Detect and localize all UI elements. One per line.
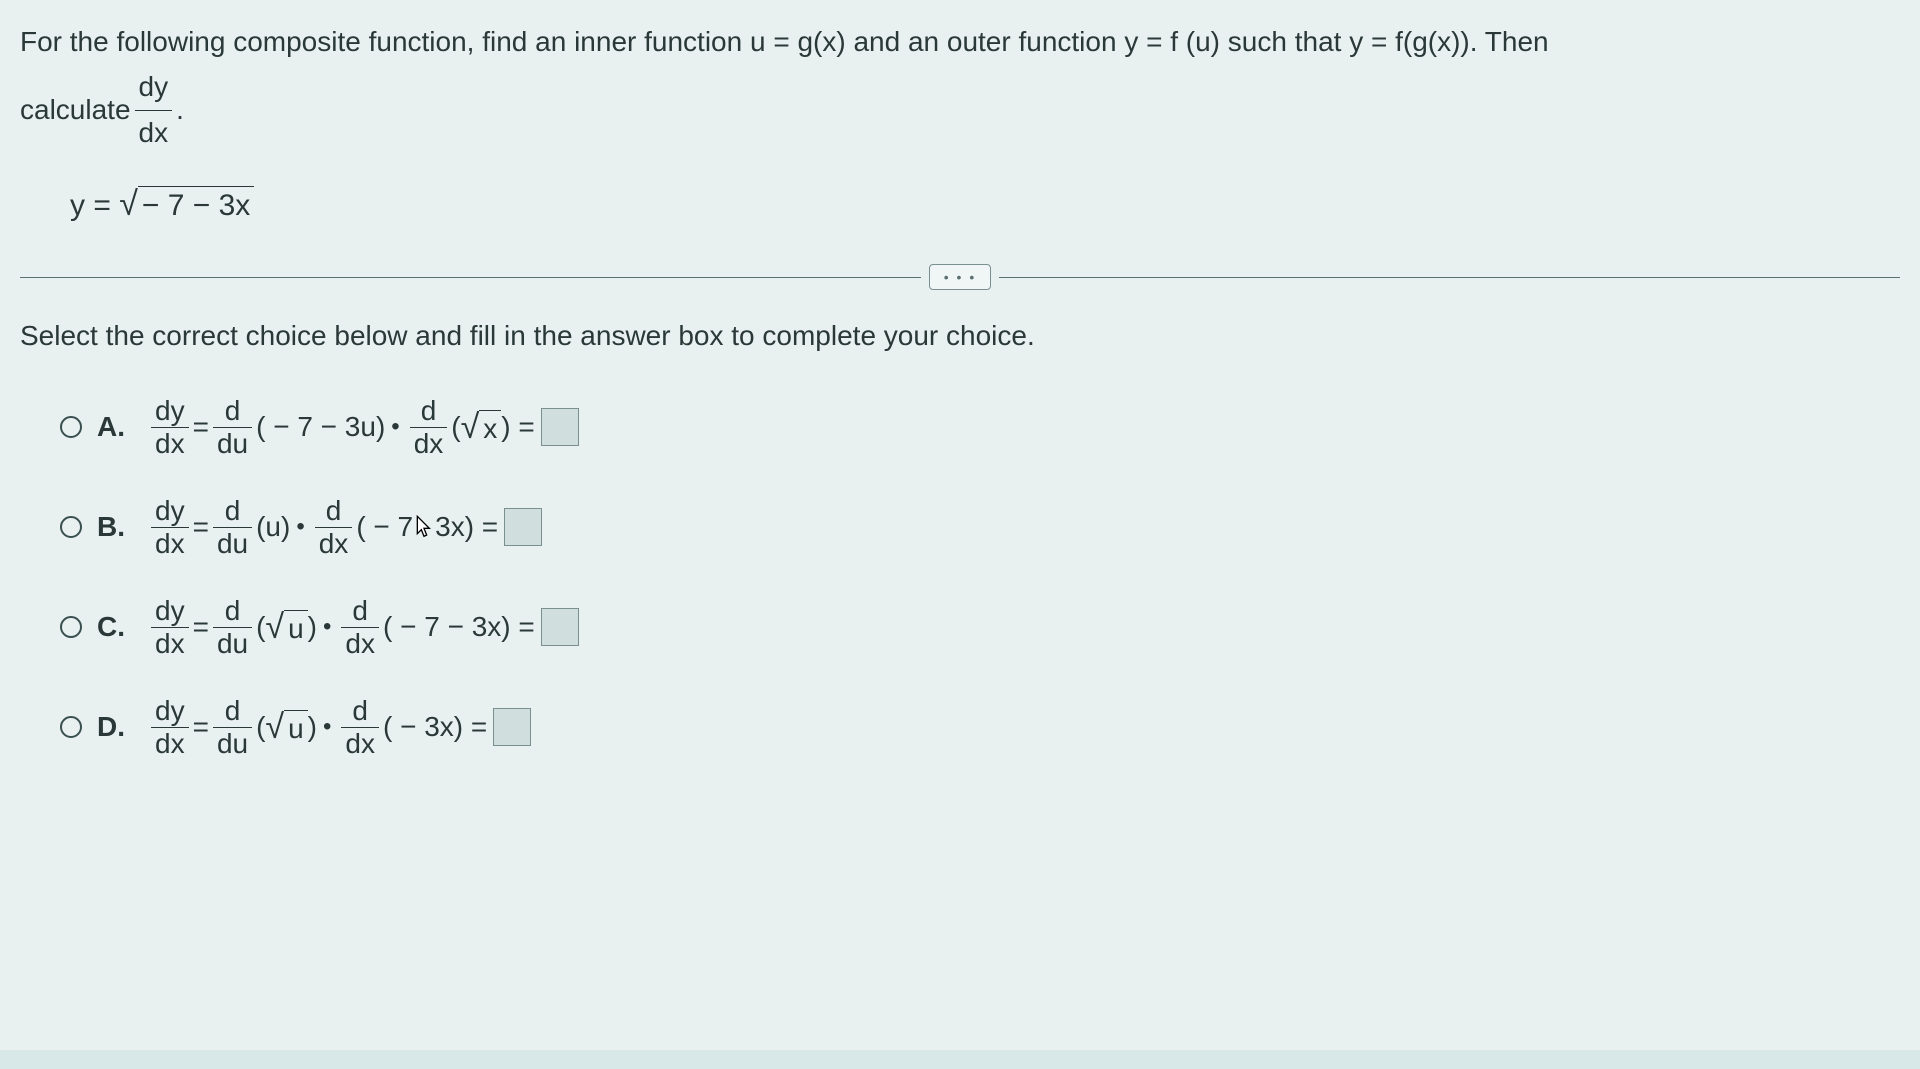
frac-b2: d du <box>213 495 252 560</box>
choice-c-math: dy dx = d du (√u ) • d dx ( − 7 − 3x) = <box>147 595 579 660</box>
given-equation: y = √− 7 − 3x <box>70 185 1900 224</box>
radio-c[interactable] <box>60 616 82 638</box>
frac-c3: d dx <box>341 595 379 660</box>
choice-b[interactable]: B. dy dx = d du (u) • d dx ( − 7 3x) = <box>60 492 1900 562</box>
dot-icon: • <box>323 613 331 641</box>
cursor-icon <box>415 515 433 539</box>
choice-d-label: D. <box>97 711 127 743</box>
choice-a[interactable]: A. dy dx = d du ( − 7 − 3u) • d dx (√x )… <box>60 392 1900 462</box>
answer-box-b[interactable] <box>504 508 542 546</box>
frac-a1: dy dx <box>151 395 189 460</box>
frac-a2: d du <box>213 395 252 460</box>
frac-b3: d dx <box>315 495 353 560</box>
frac-d2: d du <box>213 695 252 760</box>
sqrt-a: √x <box>461 408 502 447</box>
sqrt-expr: √− 7 − 3x <box>119 185 254 224</box>
eq-lhs: y = <box>70 189 119 222</box>
dot-icon: • <box>296 513 304 541</box>
answer-box-a[interactable] <box>541 408 579 446</box>
frac-d3: d dx <box>341 695 379 760</box>
question-panel: For the following composite function, fi… <box>0 0 1920 1050</box>
period: . <box>176 88 184 133</box>
choice-d[interactable]: D. dy dx = d du (√u ) • d dx ( − 3x) = <box>60 692 1900 762</box>
dy-dx-fraction: dy dx <box>135 65 173 156</box>
sqrt-c: √u <box>265 608 307 647</box>
choices-group: A. dy dx = d du ( − 7 − 3u) • d dx (√x )… <box>60 392 1900 762</box>
choice-a-label: A. <box>97 411 127 443</box>
divider-row: • • • <box>20 264 1900 290</box>
question-line1: For the following composite function, fi… <box>20 26 1549 57</box>
choice-b-label: B. <box>97 511 127 543</box>
calculate-word: calculate <box>20 88 131 133</box>
sqrt-symbol: √ <box>119 185 138 223</box>
radio-a[interactable] <box>60 416 82 438</box>
divider-right <box>999 277 1900 278</box>
frac-b1: dy dx <box>151 495 189 560</box>
choice-c[interactable]: C. dy dx = d du (√u ) • d dx ( − 7 − 3x)… <box>60 592 1900 662</box>
choice-a-math: dy dx = d du ( − 7 − 3u) • d dx (√x ) = <box>147 395 579 460</box>
answer-box-c[interactable] <box>541 608 579 646</box>
dot-icon: • <box>391 413 399 441</box>
radio-b[interactable] <box>60 516 82 538</box>
frac-den: dx <box>135 111 173 156</box>
dot-icon: • <box>323 713 331 741</box>
sqrt-d: √u <box>265 708 307 747</box>
choice-b-math: dy dx = d du (u) • d dx ( − 7 3x) = <box>147 495 542 560</box>
choice-c-label: C. <box>97 611 127 643</box>
frac-c2: d du <box>213 595 252 660</box>
choice-d-math: dy dx = d du (√u ) • d dx ( − 3x) = <box>147 695 531 760</box>
sqrt-content: − 7 − 3x <box>138 186 254 223</box>
ellipsis-button[interactable]: • • • <box>929 264 991 290</box>
instruction-text: Select the correct choice below and fill… <box>20 320 1900 352</box>
frac-d1: dy dx <box>151 695 189 760</box>
question-text: For the following composite function, fi… <box>20 20 1900 155</box>
divider-left <box>20 277 921 278</box>
frac-a3: d dx <box>410 395 448 460</box>
radio-d[interactable] <box>60 716 82 738</box>
frac-c1: dy dx <box>151 595 189 660</box>
frac-num: dy <box>135 65 173 111</box>
answer-box-d[interactable] <box>493 708 531 746</box>
